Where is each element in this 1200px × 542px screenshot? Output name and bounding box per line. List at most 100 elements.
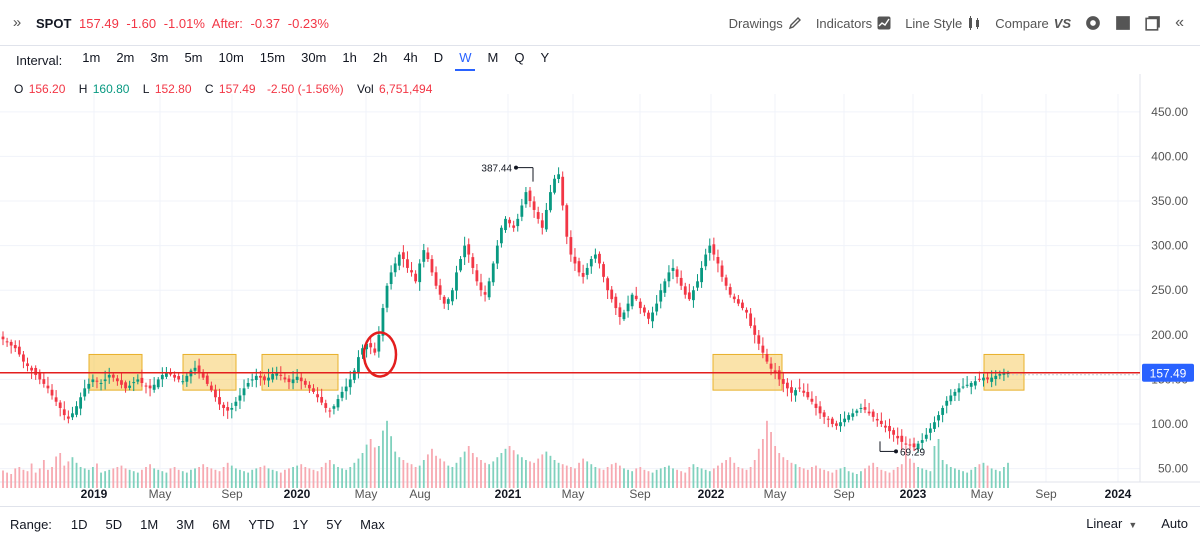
candle-body [422,250,426,262]
candle-body [442,296,446,304]
interval-y[interactable]: Y [540,50,550,65]
candle-body [781,379,785,384]
candle-body [618,307,622,317]
interval-15m[interactable]: 15m [259,50,286,65]
volume-bar [806,469,809,488]
expand-panel-icon[interactable]: » [12,14,22,31]
volume-bar [79,467,82,488]
volume-bar [471,453,474,488]
settings-icon[interactable] [1085,15,1101,31]
volume-bar [766,420,768,488]
range-6m[interactable]: 6M [212,517,231,532]
volume-bar [594,467,597,488]
volume-bar [320,467,323,488]
collapse-icon[interactable]: « [1175,14,1184,31]
candle-body [949,395,953,402]
scale-select[interactable]: Linear ▼ [1086,516,1137,531]
volume-bar [663,467,666,488]
fullscreen-icon[interactable] [1115,15,1131,31]
volume-bar [831,472,834,488]
candle-body [569,237,573,255]
candle-body [524,192,528,205]
volume-bar [712,468,715,488]
candle-body [892,430,896,435]
drawings-button[interactable]: Drawings [729,16,802,31]
candle-body [916,443,920,450]
candle-body [95,380,99,382]
interval-1m[interactable]: 1m [82,50,101,65]
compare-button[interactable]: Compare VS [995,16,1071,31]
volume-bar [59,453,62,488]
candle-body [377,334,381,352]
candle-body [303,380,307,385]
volume-bar [34,472,37,488]
interval-4h[interactable]: 4h [403,50,418,65]
candle-body [401,252,405,260]
volume-bar [157,469,160,488]
candle-body [638,301,642,309]
range-5y[interactable]: 5Y [326,517,343,532]
interval-w[interactable]: W [451,46,479,74]
auto-scale-button[interactable]: Auto [1161,516,1188,531]
candle-body [990,377,994,382]
interval-q[interactable]: Q [514,50,525,65]
x-tick-label: 2023 [900,487,927,501]
candle-body [655,303,659,312]
candle-body [230,407,234,410]
candle-body [520,205,524,217]
interval-d[interactable]: D [433,50,444,65]
range-1d[interactable]: 1D [70,517,88,532]
highlight-circle [362,331,398,378]
interval-2h[interactable]: 2h [372,50,388,65]
range-3m[interactable]: 3M [176,517,195,532]
candle-body [847,415,851,420]
range-1y[interactable]: 1Y [292,517,309,532]
candle-body [124,382,127,389]
candle-body [365,343,368,350]
volume-bar [533,462,535,488]
candle-body [610,289,614,300]
volume-bar [55,456,58,488]
volume-bar [900,464,903,488]
volume-bar [725,460,728,488]
candle-body [120,380,123,385]
range-5d[interactable]: 5D [105,517,123,532]
interval-3m[interactable]: 3m [150,50,169,65]
volume-bar [169,468,172,488]
volume-bar [823,469,826,488]
volume-bar [578,462,580,488]
range-1m[interactable]: 1M [140,517,159,532]
price-chart[interactable]: 450.00400.00350.00300.00250.00200.00150.… [0,74,1200,506]
candle-body [704,254,708,267]
interval-m[interactable]: M [487,50,499,65]
interval-30m[interactable]: 30m [301,50,327,65]
indicators-button[interactable]: Indicators [816,16,891,31]
screenshot-icon[interactable] [1145,15,1161,31]
range-max[interactable]: Max [360,517,385,532]
candle-body [42,379,46,384]
candle-body [867,411,871,414]
volume-bar [136,472,139,488]
interval-2m[interactable]: 2m [116,50,135,65]
interval-1h[interactable]: 1h [342,50,357,65]
interval-10m[interactable]: 10m [218,50,244,65]
candle-body [357,357,360,373]
candle-body [544,209,548,230]
candle-body [741,302,744,309]
volume-bar [141,469,143,488]
volume-bar [2,470,4,488]
volume-bar [909,458,911,488]
candle-body [1,336,5,340]
candle-body [99,382,103,384]
candle-body [328,410,332,412]
volume-bar [87,469,90,488]
volume-bar [614,462,617,488]
line-style-button[interactable]: Line Style [905,16,981,31]
interval-5m[interactable]: 5m [184,50,203,65]
volume-bar [917,467,920,488]
candle-body [606,278,610,291]
range-ytd[interactable]: YTD [248,517,275,532]
candle-body [320,396,324,403]
candle-body [716,256,720,264]
candle-body [46,385,50,389]
